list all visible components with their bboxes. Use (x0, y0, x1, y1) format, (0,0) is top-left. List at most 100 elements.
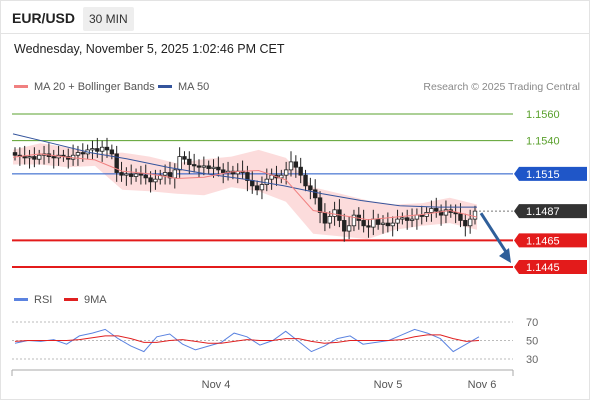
candle-body-51 (259, 184, 265, 191)
ma20-line (12, 153, 478, 221)
candle-body-79 (395, 218, 400, 224)
candle-body-14 (80, 152, 85, 155)
candle-body-77 (385, 222, 391, 227)
candle-body-34 (177, 156, 182, 171)
header-divider (1, 33, 590, 34)
candle-body-58 (293, 161, 299, 168)
candle-body-29 (153, 178, 158, 183)
candle-body-35 (182, 156, 187, 160)
candle-body-37 (191, 164, 197, 167)
candle-body-94 (467, 218, 473, 227)
candle-body-3 (27, 156, 32, 159)
candle-body-36 (187, 158, 192, 165)
candle-body-17 (95, 148, 100, 152)
candle-body-88 (438, 210, 444, 216)
candle-body-81 (405, 217, 410, 221)
candle-body-65 (327, 216, 332, 224)
level-tag-3 (514, 204, 587, 219)
x-tick-label-1: Nov 5 (374, 379, 403, 391)
candle-body-24 (129, 173, 134, 177)
candles-group (12, 137, 478, 242)
candle-body-43 (221, 169, 226, 173)
rsi-series-0 (14, 328, 480, 353)
level-label-0: 1.1560 (526, 109, 560, 121)
candle-body-2 (22, 156, 27, 159)
candle-body-84 (419, 214, 424, 217)
candle-body-75 (375, 218, 381, 225)
candle-body-95 (472, 210, 478, 220)
candle-body-64 (322, 212, 328, 224)
legend-ma50: MA 50 (158, 81, 209, 93)
x-tick-label-0: Nov 4 (202, 379, 231, 391)
candle-body-27 (143, 174, 148, 179)
candle-body-0 (12, 152, 18, 156)
candle-body-22 (119, 172, 124, 176)
candle-body-26 (138, 173, 144, 176)
level-label-3: 1.1487 (526, 206, 560, 218)
candle-body-52 (264, 178, 269, 185)
rsi-tick-label-2: 30 (526, 354, 538, 366)
candle-body-13 (75, 152, 81, 156)
candle-body-72 (361, 220, 366, 227)
candle-body-59 (298, 166, 303, 176)
candle-body-42 (216, 166, 221, 171)
candle-body-18 (99, 146, 105, 152)
credit-text: Research © 2025 Trading Central (423, 81, 580, 93)
candle-body-66 (332, 209, 337, 217)
level-tag-2 (514, 166, 587, 181)
candle-body-73 (366, 225, 371, 228)
rsi-series-1 (14, 334, 480, 344)
legend-rsi: RSI (14, 294, 52, 306)
legend-rsi-ma-label: 9MA (84, 294, 107, 306)
candle-body-92 (458, 213, 463, 221)
level-tag-5 (514, 260, 587, 275)
symbol-title: EUR/USD (12, 10, 76, 26)
candle-body-68 (342, 220, 347, 232)
candle-body-62 (313, 189, 318, 199)
candle-body-63 (317, 197, 323, 213)
candle-body-41 (211, 166, 216, 169)
candle-body-60 (303, 174, 308, 187)
ma50-swatch (158, 84, 172, 88)
candle-body-56 (283, 169, 289, 176)
ma20-swatch (14, 84, 28, 88)
rsi-tick-label-1: 50 (526, 336, 538, 348)
rsi-tick-label-0: 70 (526, 317, 538, 329)
timeframe-badge[interactable]: 30 MIN (83, 7, 134, 31)
x-tick-label-2: Nov 6 (468, 379, 497, 391)
rsi-swatch (14, 297, 28, 301)
candle-body-70 (351, 214, 357, 227)
candle-body-28 (148, 177, 153, 183)
candle-body-49 (250, 180, 255, 187)
candle-body-23 (124, 173, 129, 176)
bollinger-band (13, 143, 477, 240)
candle-body-57 (288, 161, 294, 171)
candle-body-87 (434, 208, 439, 212)
candle-body-74 (371, 218, 376, 228)
level-label-4: 1.1465 (526, 235, 560, 247)
candle-body-89 (443, 209, 449, 216)
candle-body-20 (109, 149, 115, 155)
candle-body-30 (158, 174, 163, 180)
candle-body-82 (409, 218, 415, 221)
candle-body-45 (230, 170, 236, 175)
candle-body-78 (390, 222, 395, 227)
candle-body-16 (90, 148, 95, 151)
candle-body-69 (346, 225, 352, 232)
candle-body-32 (167, 172, 173, 179)
candle-body-50 (254, 185, 260, 191)
legend-rsi-label: RSI (34, 294, 53, 306)
candle-body-19 (104, 146, 110, 151)
legend-rsi-ma: 9MA (64, 294, 107, 306)
ma50-line (12, 133, 477, 208)
candle-body-39 (201, 165, 207, 168)
timestamp: Wednesday, November 5, 2025 1:02:46 PM C… (14, 42, 285, 56)
candle-body-93 (463, 220, 468, 227)
candle-body-48 (245, 172, 250, 181)
candle-body-40 (206, 165, 211, 169)
candle-body-91 (453, 212, 458, 215)
legend-ma50-label: MA 50 (178, 81, 210, 93)
legend-ma20-label: MA 20 + Bollinger Bands (34, 81, 155, 93)
